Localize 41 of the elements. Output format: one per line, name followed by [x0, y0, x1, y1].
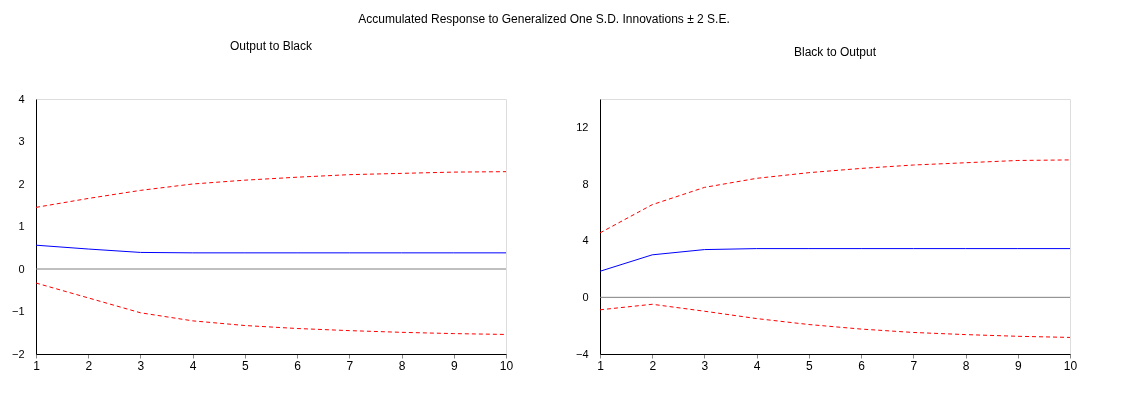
y-tick-label: 12	[576, 120, 589, 133]
x-tick-label: 8	[398, 358, 406, 373]
x-tick-label: 4	[189, 358, 197, 373]
y-tick-label: 0	[18, 262, 25, 275]
text: Accumulated Response to Generalized One S.D. Innovations ± 2 S.E.	[358, 11, 730, 26]
y-tick-label: 2	[18, 177, 25, 190]
chart-subtitle: Black to Output	[793, 45, 877, 59]
x-tick-label: 10	[1063, 358, 1078, 373]
x-tick-label: 1	[33, 358, 41, 373]
chart-subtitle: Output to Black	[229, 39, 314, 53]
x-tick-label: 5	[806, 358, 814, 373]
line-series	[35, 244, 507, 254]
y-tick-label: −2	[11, 347, 25, 360]
y-tick-label: 4	[18, 92, 25, 105]
x-tick-label: 9	[450, 358, 458, 373]
line-series	[35, 171, 507, 208]
line-series	[35, 282, 507, 335]
x-tick-label: 10	[499, 358, 514, 373]
y-tick-label: −4	[575, 347, 589, 360]
y-tick-label: 3	[18, 135, 25, 147]
x-tick-label: 6	[294, 358, 302, 373]
line-series	[599, 248, 1071, 272]
y-tick-label: 8	[582, 177, 589, 190]
x-tick-label: 7	[910, 358, 918, 373]
x-tick-label: 1	[597, 358, 605, 373]
x-tick-label: 7	[346, 358, 354, 373]
y-tick-label: −1	[11, 305, 25, 317]
x-tick-label: 3	[701, 358, 709, 373]
x-tick-label: 5	[242, 358, 250, 373]
x-tick-label: 2	[649, 358, 657, 373]
x-tick-label: 3	[137, 358, 145, 373]
x-tick-label: 6	[858, 358, 866, 373]
y-tick-label: 0	[582, 290, 589, 303]
x-tick-label: 9	[1014, 358, 1022, 373]
x-tick-label: 8	[962, 358, 970, 373]
y-tick-label: 4	[582, 234, 589, 247]
y-tick-label: 1	[18, 220, 25, 232]
line-series	[599, 159, 1071, 234]
x-tick-label: 4	[753, 358, 761, 373]
x-tick-label: 2	[85, 358, 93, 373]
line-series	[599, 303, 1071, 338]
